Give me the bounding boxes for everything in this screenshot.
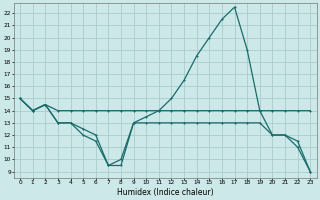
X-axis label: Humidex (Indice chaleur): Humidex (Indice chaleur) — [117, 188, 213, 197]
